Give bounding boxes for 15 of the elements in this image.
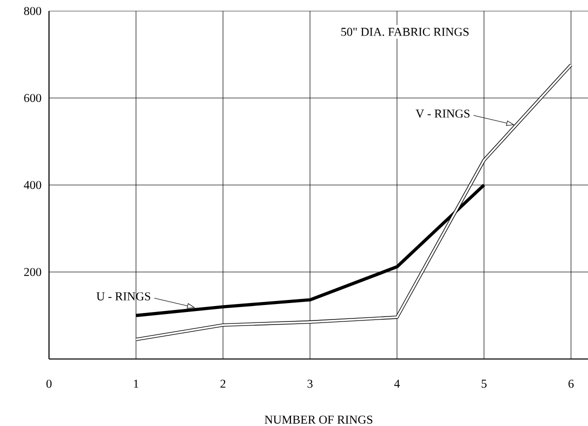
x-tick-label: 2 bbox=[220, 380, 226, 388]
text: 50" DIA. FABRIC RINGS bbox=[341, 28, 469, 36]
y-tick-label: 200 bbox=[24, 268, 42, 276]
x-axis-title: NUMBER OF RINGS bbox=[264, 416, 372, 424]
x-tick-label: 6 bbox=[568, 380, 574, 388]
y-tick-label: 400 bbox=[24, 180, 42, 190]
annotation: V - RINGS bbox=[416, 110, 470, 118]
x-tick-label: 0 bbox=[46, 380, 52, 388]
x-tick-label: 4 bbox=[394, 380, 400, 388]
x-tick-label: 3 bbox=[308, 380, 313, 388]
annotation: U - RINGS bbox=[96, 292, 150, 300]
y-tick-label: 600 bbox=[24, 94, 42, 102]
y-tick-label: 800 bbox=[24, 6, 42, 16]
x-tick-label: 5 bbox=[482, 380, 487, 388]
x-tick-label: 1 bbox=[134, 380, 138, 388]
